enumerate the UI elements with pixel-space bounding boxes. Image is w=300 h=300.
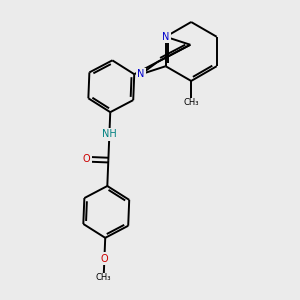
Text: CH₃: CH₃ [96, 274, 111, 283]
Text: CH₃: CH₃ [183, 98, 199, 107]
Text: N: N [137, 69, 145, 79]
Text: N: N [162, 32, 169, 42]
Text: O: O [82, 154, 90, 164]
Text: O: O [100, 254, 108, 264]
Text: NH: NH [102, 129, 117, 139]
